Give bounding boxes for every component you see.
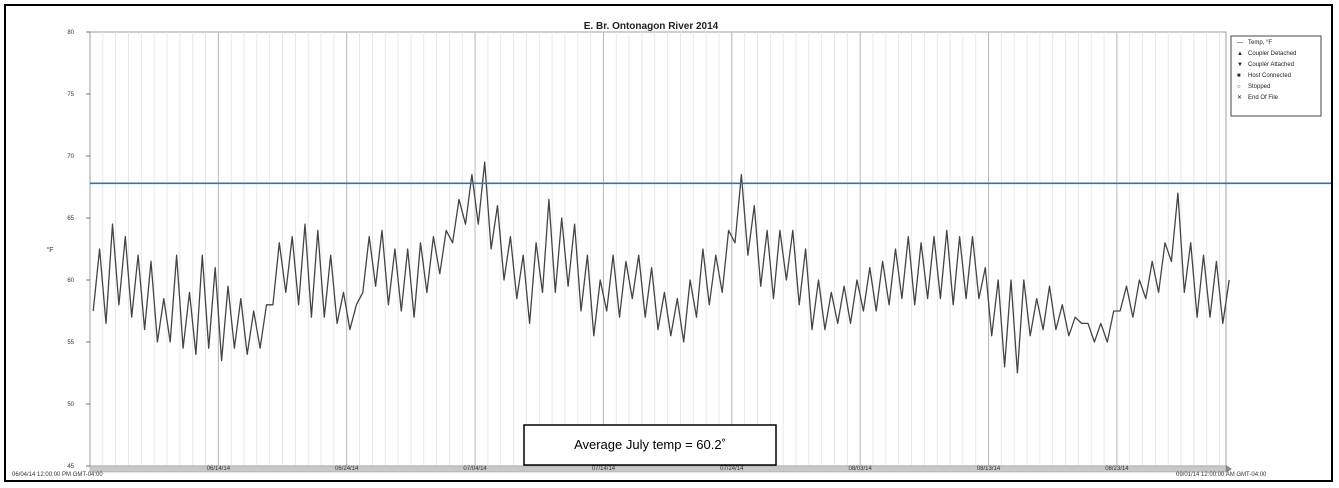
legend-item: ✕ End Of File — [1237, 95, 1279, 101]
legend-item: ▲ Coupler Detached — [1237, 51, 1296, 57]
y-tick-label: 50 — [67, 402, 74, 408]
y-tick-label: 45 — [67, 464, 74, 470]
annotation: Average July temp = 60.2˚ — [523, 424, 777, 466]
legend-symbol-icon: ■ — [1237, 73, 1241, 79]
annotation-text: Average July temp = 60.2˚ — [574, 437, 726, 452]
x-tick-label: 08/13/14 — [977, 466, 1001, 472]
y-tick-label: 55 — [67, 340, 74, 346]
y-tick-label: 65 — [67, 216, 74, 222]
legend-label: Host Connected — [1248, 73, 1291, 79]
x-tick-label: 08/23/14 — [1105, 466, 1129, 472]
legend-symbol-icon: ▼ — [1237, 62, 1243, 68]
legend-item: ■ Host Connected — [1237, 73, 1291, 79]
legend-label: Coupler Attached — [1248, 62, 1294, 68]
x-axis: 06/14/14 06/24/14 07/04/14 07/14/14 07/24/14… — [89, 465, 1232, 473]
legend-item: ○ Stopped — [1237, 84, 1270, 90]
end-date-label: 09/01/14 12:00:00 AM GMT-04:00 — [1176, 472, 1267, 478]
x-tick-label: 06/24/14 — [335, 466, 359, 472]
legend-symbol-icon: ▲ — [1237, 51, 1243, 57]
annotation-box — [523, 424, 777, 466]
chart-canvas: 45 50 55 60 65 70 75 80 06/14/14 06/24/14 07/04/1… — [12, 21, 1331, 478]
x-tick-label: 08/03/14 — [848, 466, 872, 472]
y-tick-label: 75 — [67, 92, 74, 98]
y-axis-label: °F — [46, 246, 53, 254]
y-axis: 45 50 55 60 65 70 75 80 — [67, 30, 90, 470]
chart-frame: 45 50 55 60 65 70 75 80 06/14/14 06/24/14 07/04/1… — [4, 4, 1333, 482]
x-tick-label: 07/04/14 — [463, 466, 487, 472]
y-tick-label: 70 — [67, 154, 74, 160]
legend: — Temp, °F ▲ Coupler Detached ▼ Coupler Attac… — [1230, 35, 1322, 117]
time-axis-bar — [89, 465, 1227, 473]
legend-item: — Temp, °F — [1237, 40, 1272, 46]
x-tick-label: 07/24/14 — [720, 466, 744, 472]
legend-symbol-icon: — — [1237, 40, 1243, 46]
legend-label: Temp, °F — [1248, 40, 1272, 46]
legend-items: — Temp, °F ▲ Coupler Detached ▼ Coupler Attac… — [1237, 40, 1296, 101]
y-tick-label: 60 — [67, 278, 74, 284]
legend-label: Coupler Detached — [1248, 51, 1296, 57]
y-tick-label: 80 — [67, 30, 74, 36]
series-layer — [92, 161, 1230, 374]
x-tick-label: 06/14/14 — [207, 466, 231, 472]
vertical-gridlines — [102, 32, 1220, 466]
x-tick-label: 07/14/14 — [592, 466, 616, 472]
plot-background — [89, 31, 1227, 467]
legend-label: Stopped — [1248, 84, 1270, 90]
start-date-label: 06/04/14 12:00:00 PM GMT-04:00 — [12, 472, 103, 478]
series-line-temp — [92, 161, 1230, 374]
chart-title: E. Br. Ontonagon River 2014 — [584, 21, 719, 32]
legend-box — [1230, 35, 1322, 117]
legend-symbol-icon: ✕ — [1237, 95, 1242, 101]
legend-label: End Of File — [1248, 95, 1279, 101]
legend-symbol-icon: ○ — [1237, 84, 1241, 90]
axis-arrow-icon — [1226, 465, 1232, 473]
legend-item: ▼ Coupler Attached — [1237, 62, 1294, 68]
